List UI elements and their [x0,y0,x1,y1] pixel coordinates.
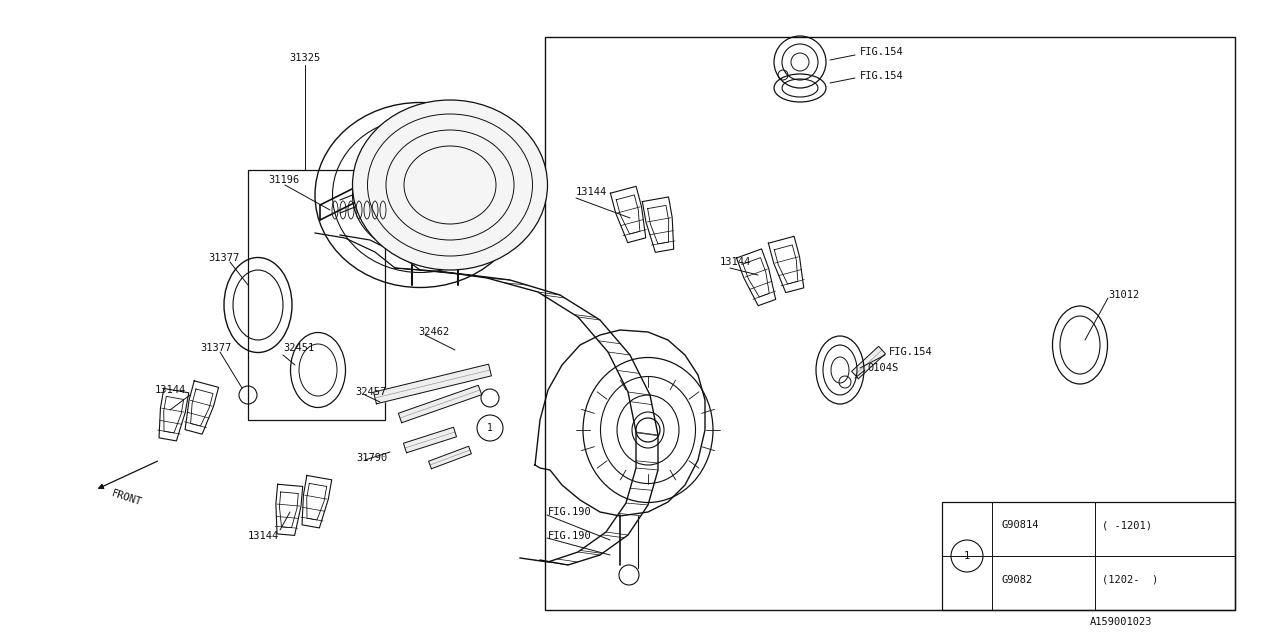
Text: FRONT: FRONT [110,488,143,508]
Text: FIG.154: FIG.154 [890,347,933,357]
Polygon shape [851,346,886,379]
Text: 13144: 13144 [719,257,751,267]
Text: 13144: 13144 [248,531,279,541]
Polygon shape [403,428,457,452]
Text: 31325: 31325 [289,53,320,63]
Text: 31012: 31012 [1108,290,1139,300]
Bar [545,37,1235,610]
Ellipse shape [352,100,548,270]
Polygon shape [429,446,471,468]
Text: 0104S: 0104S [867,363,899,373]
Text: 32457: 32457 [355,387,387,397]
Text: FIG.190: FIG.190 [548,531,591,541]
Bar [248,170,385,420]
Polygon shape [398,385,481,422]
Text: FIG.190: FIG.190 [548,507,591,517]
Bar [942,502,1235,610]
Text: 13144: 13144 [155,385,187,395]
Text: A159001023: A159001023 [1091,617,1152,627]
Text: 1: 1 [964,551,970,561]
Text: 13144: 13144 [576,187,607,197]
Text: ( -1201): ( -1201) [1102,520,1152,530]
Text: FIG.154: FIG.154 [860,47,904,57]
Polygon shape [374,364,492,404]
Text: 31790: 31790 [356,453,388,463]
Text: 32462: 32462 [419,327,449,337]
Text: 1: 1 [488,423,493,433]
Text: 31196: 31196 [268,175,300,185]
Text: FIG.154: FIG.154 [860,71,904,81]
Text: 31377: 31377 [207,253,239,263]
Text: 31377: 31377 [200,343,232,353]
Text: 32451: 32451 [283,343,315,353]
Text: G90814: G90814 [1002,520,1039,530]
Text: G9082: G9082 [1002,575,1033,585]
Text: (1202-  ): (1202- ) [1102,575,1158,585]
